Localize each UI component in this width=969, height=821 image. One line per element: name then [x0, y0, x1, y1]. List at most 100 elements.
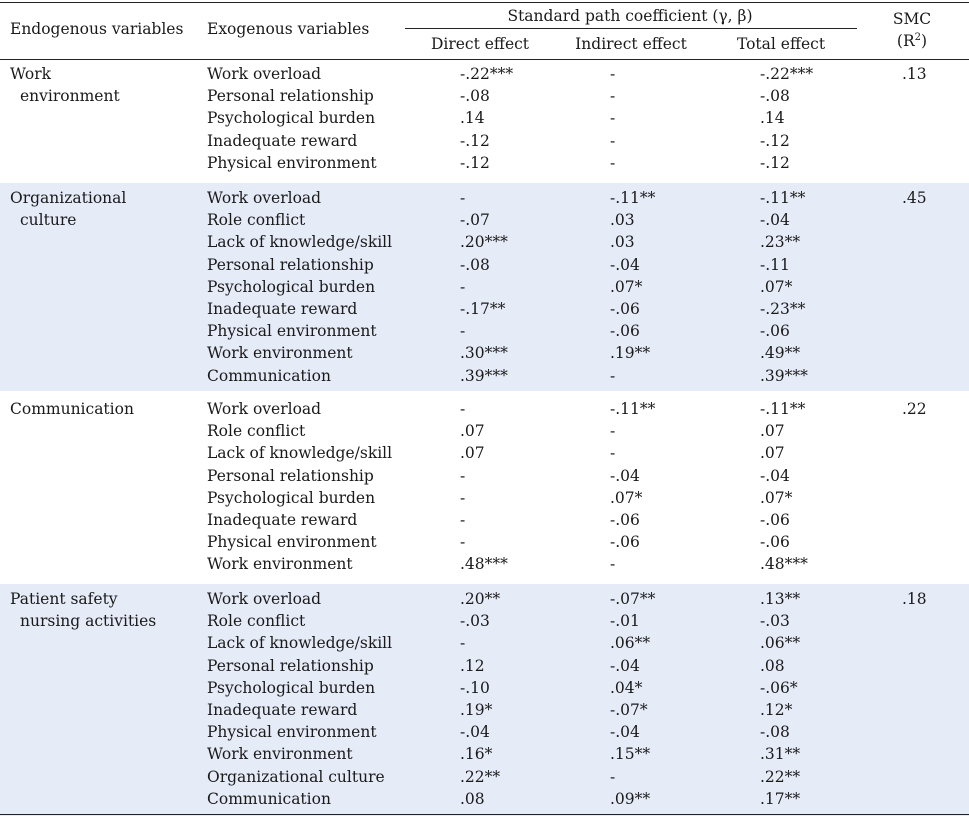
header-smc-r2: (R2) [896, 31, 928, 50]
exogenous-cell: Communication [207, 789, 331, 808]
exogenous-cell: Lack of knowledge/skill [207, 634, 393, 653]
table-row: Inadequate reward .19* -.07* .12* [0, 699, 969, 721]
table-row: Personal relationship - -.04 -.04 [0, 465, 969, 487]
exogenous-cell: Role conflict [207, 211, 306, 230]
header-endogenous: Endogenous variables [10, 20, 184, 38]
exogenous-cell: Physical environment [207, 322, 377, 341]
total-effect-cell: -.04 [760, 466, 790, 485]
table-row: Work overload -.22*** - -.22*** .13 Work [0, 63, 969, 85]
direct-effect-cell: .16* [460, 745, 493, 764]
group-4: Work overload .20** -.07** .13** .18 Patient … [0, 584, 969, 816]
total-effect-cell: .06** [760, 634, 801, 653]
total-effect-cell: -.08 [760, 87, 790, 106]
exogenous-cell: Role conflict [207, 612, 306, 631]
endogenous-label: Organizational [10, 189, 127, 207]
indirect-effect-cell: -.04 [610, 255, 640, 274]
indirect-effect-cell: .03 [610, 211, 635, 230]
exogenous-cell: Personal relationship [207, 87, 374, 106]
direct-effect-cell: - [460, 400, 466, 418]
total-effect-cell: -.23** [760, 300, 806, 318]
exogenous-cell: Inadequate reward [207, 300, 358, 318]
total-effect-cell: -.06 [760, 322, 790, 341]
indirect-effect-cell: .06** [610, 634, 651, 653]
exogenous-cell: Physical environment [207, 533, 377, 552]
total-effect-cell: .13** [760, 590, 801, 608]
table-row: Psychological burden - .07* .07* [0, 487, 969, 509]
total-effect-cell: -.22*** [760, 65, 814, 83]
exogenous-cell: Work overload [207, 65, 322, 83]
exogenous-cell: Psychological burden [207, 488, 376, 507]
direct-effect-cell: -.07 [460, 211, 490, 230]
total-effect-cell: .07 [760, 422, 785, 441]
group-1: Work overload -.22*** - -.22*** .13 Work Perso… [0, 59, 969, 178]
total-effect-cell: -.04 [760, 211, 790, 230]
indirect-effect-cell: -.11** [610, 189, 656, 207]
exogenous-cell: Organizational culture [207, 767, 385, 786]
table-header-rule [0, 59, 969, 60]
exogenous-cell: Work environment [207, 745, 353, 764]
table-row: Organizational culture .22** - .22** [0, 766, 969, 788]
direct-effect-cell: -.10 [460, 678, 490, 697]
exogenous-cell: Work overload [207, 189, 322, 207]
table-row: Lack of knowledge/skill .20*** .03 .23** [0, 231, 969, 253]
exogenous-cell: Communication [207, 366, 331, 385]
indirect-effect-cell: - [610, 444, 616, 463]
direct-effect-cell: .20*** [460, 233, 508, 252]
exogenous-cell: Work overload [207, 590, 322, 608]
exogenous-cell: Physical environment [207, 153, 377, 172]
exogenous-cell: Physical environment [207, 723, 377, 742]
table-top-rule [0, 2, 969, 3]
header-direct: Direct effect [430, 35, 530, 53]
total-effect-cell: -.11** [760, 189, 806, 207]
total-effect-cell: .07 [760, 444, 785, 463]
exogenous-cell: Work overload [207, 400, 322, 418]
header-span-title: Standard path coefficient (γ, β) [507, 7, 753, 25]
total-effect-cell: .22** [760, 767, 801, 786]
endogenous-label: Communication [10, 400, 134, 418]
table-row: Work overload - -.11** -.11** .45 Organizatio… [0, 187, 969, 209]
indirect-effect-cell: -.06 [610, 322, 640, 341]
table-row: Work environment .30*** .19** .49** [0, 342, 969, 364]
exogenous-cell: Psychological burden [207, 277, 376, 296]
total-effect-cell: -.06 [760, 533, 790, 552]
direct-effect-cell: .30*** [460, 344, 508, 363]
total-effect-cell: .08 [760, 656, 785, 675]
exogenous-cell: Lack of knowledge/skill [207, 233, 393, 252]
exogenous-cell: Inadequate reward [207, 131, 358, 150]
direct-effect-cell: -.08 [460, 87, 490, 106]
total-effect-cell: -.06* [760, 678, 798, 697]
smc-cell: .22 [902, 400, 927, 418]
direct-effect-cell: .19* [460, 701, 493, 719]
header-total: Total effect [736, 35, 826, 53]
smc-cell: .13 [902, 65, 927, 83]
direct-effect-cell: -.03 [460, 612, 490, 631]
exogenous-cell: Lack of knowledge/skill [207, 444, 393, 463]
indirect-effect-cell: - [610, 366, 616, 385]
indirect-effect-cell: .15** [610, 745, 651, 764]
smc-cell: .18 [902, 590, 927, 608]
table-row: Work overload - -.11** -.11** .22 Communicati… [0, 398, 969, 420]
exogenous-cell: Inadequate reward [207, 511, 358, 529]
direct-effect-cell: .20** [460, 590, 501, 608]
endogenous-label: culture [20, 211, 77, 230]
indirect-effect-cell: -.07** [610, 590, 656, 608]
table-row: Lack of knowledge/skill - .06** .06** [0, 632, 969, 654]
indirect-effect-cell: .19** [610, 344, 651, 363]
direct-effect-cell: .48*** [460, 555, 508, 574]
table-row: Inadequate reward - -.06 -.06 [0, 509, 969, 531]
total-effect-cell: -.08 [760, 723, 790, 742]
endogenous-label: nursing activities [20, 612, 157, 631]
total-effect-cell: -.06 [760, 511, 790, 529]
direct-effect-cell: -.17** [460, 300, 506, 318]
total-effect-cell: .14 [760, 109, 785, 128]
indirect-effect-cell: -.04 [610, 723, 640, 742]
indirect-effect-cell: -.04 [610, 656, 640, 675]
total-effect-cell: .39*** [760, 366, 808, 385]
indirect-effect-cell: - [610, 153, 616, 172]
table-bottom-rule [0, 814, 969, 815]
indirect-effect-cell: - [610, 422, 616, 441]
direct-effect-cell: - [460, 466, 466, 485]
direct-effect-cell: .12 [460, 656, 485, 675]
total-effect-cell: .07* [760, 277, 793, 296]
exogenous-cell: Personal relationship [207, 466, 374, 485]
